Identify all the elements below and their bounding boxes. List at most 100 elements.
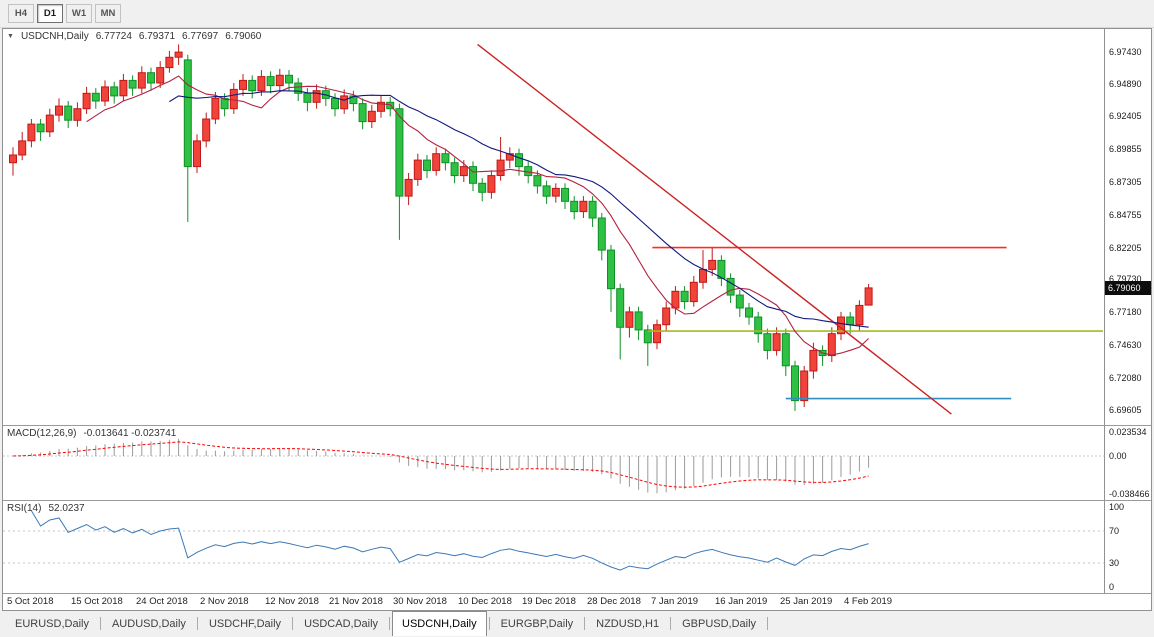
candle-body: [147, 72, 155, 84]
timeframe-button-mn[interactable]: MN: [95, 4, 121, 23]
tab-separator: [99, 617, 101, 630]
macd-chart: [3, 438, 1104, 494]
candle-body: [423, 159, 431, 171]
candle-body: [285, 74, 293, 84]
moving-average-line: [169, 90, 869, 328]
symbol-tab-audusd[interactable]: AUDUSD,Daily: [111, 617, 186, 630]
main-chart-row: ▼ USDCNH,Daily 6.77724 6.79371 6.77697 6…: [3, 29, 1151, 425]
candles-layer: [9, 44, 873, 411]
date-tick: 30 Nov 2018: [393, 596, 447, 607]
macd-panel-splitter[interactable]: [3, 425, 1151, 426]
candle-body: [432, 153, 441, 171]
candle-body: [441, 153, 450, 164]
candle-body: [597, 217, 606, 251]
candle-body: [616, 288, 625, 328]
candle-body: [827, 333, 836, 357]
date-tick: 24 Oct 2018: [136, 596, 188, 607]
candle-body: [303, 92, 312, 103]
candle-body: [699, 268, 707, 283]
candle-body: [367, 110, 376, 123]
candle-body: [165, 56, 174, 69]
timeframe-button-h4[interactable]: H4: [8, 4, 34, 23]
date-tick: 16 Jan 2019: [715, 596, 768, 607]
candle-body: [689, 281, 698, 303]
candle-body: [524, 166, 533, 177]
tab-separator: [292, 617, 294, 630]
candle-body: [358, 103, 367, 123]
symbol-tab-eurusd[interactable]: EURUSD,Daily: [15, 617, 89, 630]
candle-body: [331, 97, 339, 110]
macd-tick: 0.00: [1109, 451, 1127, 461]
candle-body: [864, 287, 873, 306]
candle-body: [772, 333, 781, 351]
candle-body: [377, 101, 385, 112]
candle-body: [294, 82, 303, 94]
rsi-chart: [3, 510, 1104, 571]
symbol-tab-usdcad[interactable]: USDCAD,Daily: [304, 617, 379, 630]
candle-body: [735, 294, 744, 309]
price-tick: 6.74630: [1109, 340, 1142, 350]
candle-body: [18, 140, 27, 156]
candle-body: [257, 76, 266, 92]
candle-body: [450, 162, 459, 177]
candle-body: [542, 185, 551, 197]
price-tick: 6.72080: [1109, 373, 1142, 383]
candle-body: [211, 97, 220, 120]
rsi-tick: 30: [1109, 558, 1120, 568]
candle-body: [64, 105, 73, 121]
tab-separator: [584, 617, 586, 630]
macd-tick: -0.038466: [1109, 489, 1150, 499]
candle-body: [459, 166, 468, 177]
candle-body: [781, 333, 790, 367]
price-axis[interactable]: 6.97430 6.94890 6.92405 6.89855 6.87305 6.847…: [1104, 29, 1151, 425]
moving-average-line: [86, 75, 869, 356]
price-tick: 6.77180: [1109, 307, 1142, 317]
current-price-badge: 6.79060: [1105, 281, 1151, 295]
trend-line-object[interactable]: [477, 43, 952, 415]
date-tick: 4 Feb 2019: [844, 596, 893, 607]
price-tick: 6.79730: [1109, 274, 1142, 284]
macd-axis[interactable]: 0.023534 0.00 -0.038466: [1104, 426, 1151, 500]
timeframe-button-d1[interactable]: D1: [37, 4, 63, 23]
candle-body: [174, 51, 183, 58]
price-tick: 6.69605: [1109, 405, 1142, 415]
candle-body: [487, 175, 496, 193]
candle-body: [340, 95, 349, 110]
rsi-canvas[interactable]: RSI(14) 52.0237: [3, 501, 1104, 593]
time-axis-border: [3, 593, 1151, 594]
price-tick: 6.82205: [1109, 243, 1142, 253]
collapse-chart-icon[interactable]: ▼: [7, 33, 14, 40]
time-axis[interactable]: 5 Oct 2018 15 Oct 2018 24 Oct 2018 2 Nov 20…: [3, 594, 1151, 610]
candle-body: [248, 79, 257, 92]
rsi-tick: 0: [1109, 582, 1115, 592]
symbol-tab-gbpusd[interactable]: GBPUSD,Daily: [682, 617, 757, 630]
candle-body: [128, 79, 137, 89]
date-tick: 2 Nov 2018: [200, 596, 249, 607]
rsi-panel-splitter[interactable]: [3, 500, 1151, 501]
symbol-tab-usdcnh[interactable]: USDCNH,Daily: [392, 611, 487, 636]
rsi-axis[interactable]: 100 70 30 0: [1104, 501, 1151, 593]
candle-body: [275, 74, 284, 87]
candle-body: [515, 153, 523, 168]
date-tick: 21 Nov 2018: [329, 596, 383, 607]
symbol-tab-usdchf[interactable]: USDCHF,Daily: [208, 617, 282, 630]
candle-body: [82, 92, 91, 110]
candle-body: [101, 86, 109, 102]
candle-body: [791, 365, 799, 402]
main-chart-canvas[interactable]: ▼ USDCNH,Daily 6.77724 6.79371 6.77697 6…: [3, 29, 1104, 425]
candle-body: [726, 277, 735, 296]
macd-canvas[interactable]: MACD(12,26,9) -0.013641 -0.023741: [3, 426, 1104, 500]
candle-body: [653, 324, 661, 344]
candle-body: [395, 108, 404, 197]
date-tick: 15 Oct 2018: [71, 596, 123, 607]
candle-body: [634, 311, 643, 331]
symbol-tab-nzdusd[interactable]: NZDUSD,H1: [596, 617, 660, 630]
candle-body: [496, 159, 505, 177]
candle-body: [239, 79, 247, 90]
candle-body: [763, 333, 772, 351]
symbol-tab-bar: EURUSD,Daily AUDUSD,Daily USDCHF,Daily USDC…: [0, 611, 1154, 636]
timeframe-button-w1[interactable]: W1: [66, 4, 92, 23]
symbol-tab-eurgbp[interactable]: EURGBP,Daily: [500, 617, 574, 630]
candle-body: [533, 175, 542, 187]
